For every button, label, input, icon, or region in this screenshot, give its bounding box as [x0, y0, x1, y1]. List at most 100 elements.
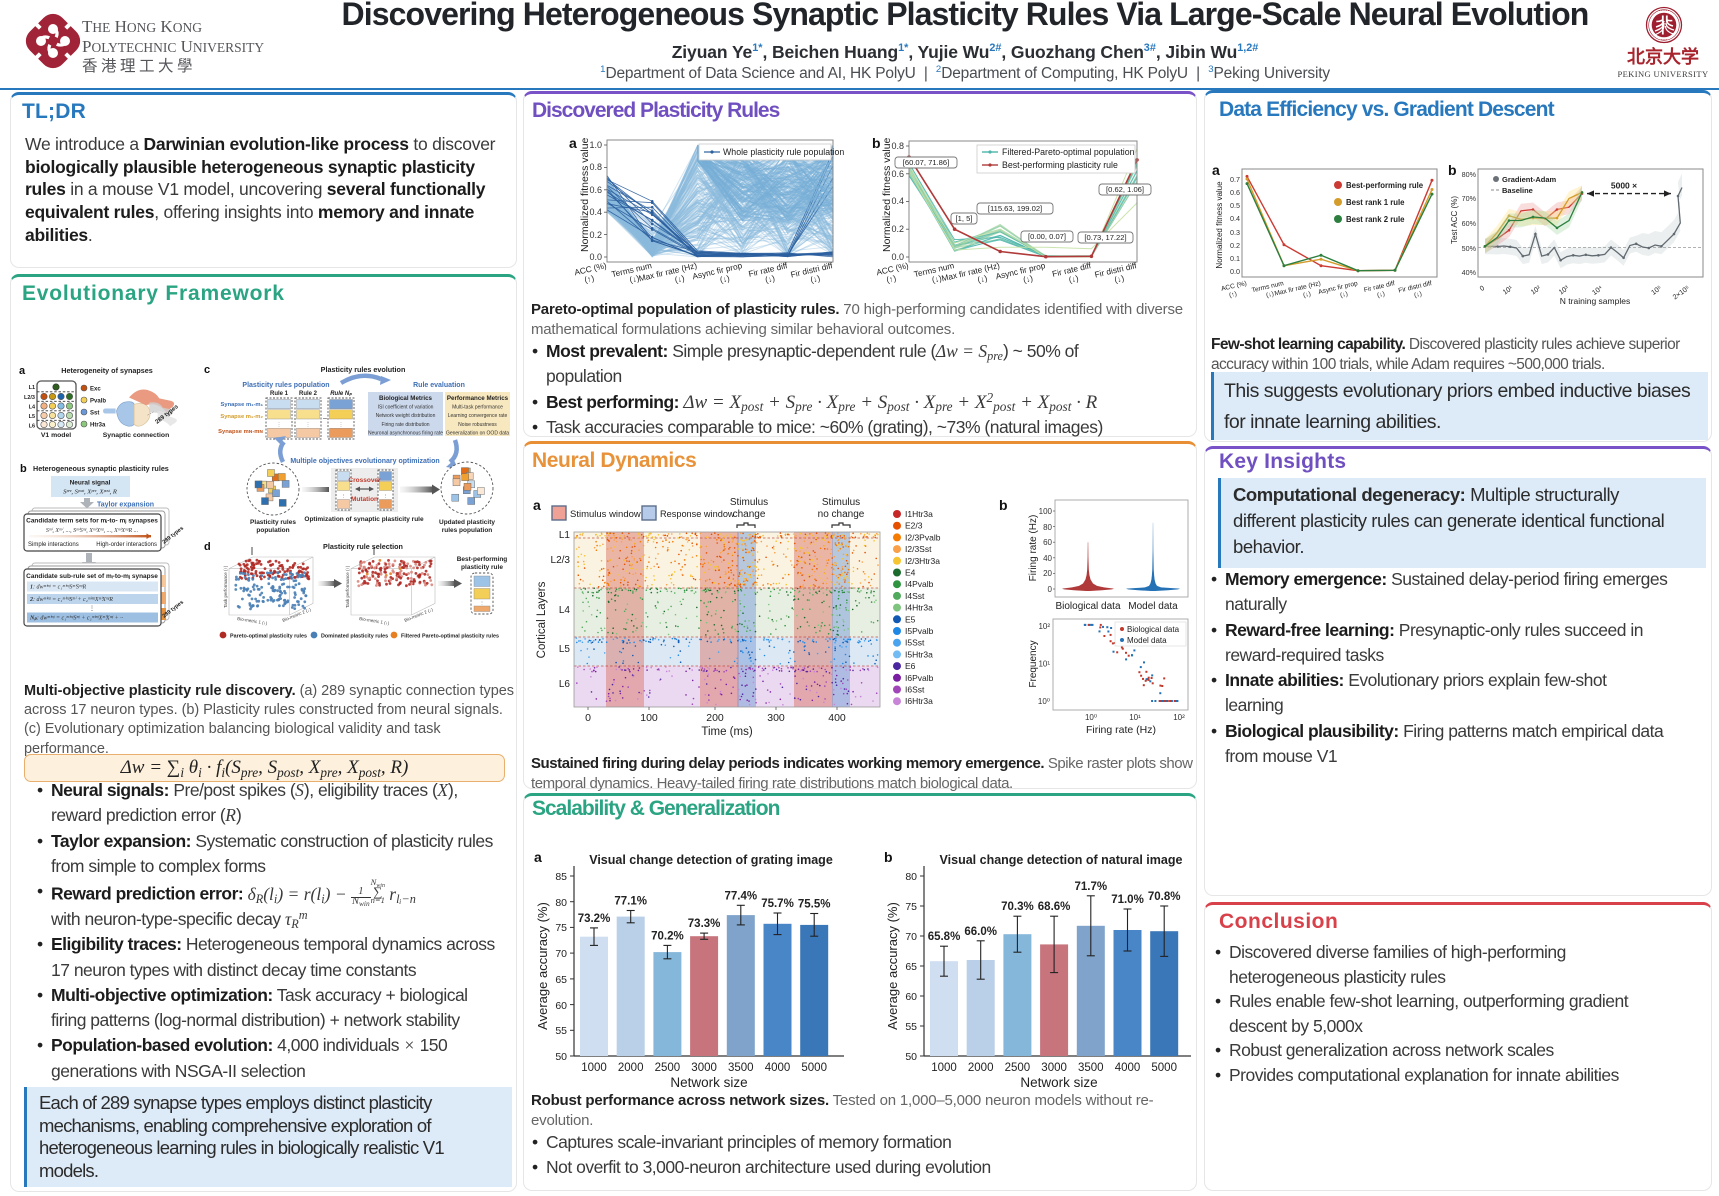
- svg-text:Visual change detection of nat: Visual change detection of natural image: [940, 853, 1183, 867]
- svg-text:2×10⁵: 2×10⁵: [1672, 285, 1691, 301]
- svg-text:I6Pvalb: I6Pvalb: [905, 673, 934, 683]
- svg-text:北京大学: 北京大学: [1627, 46, 1699, 67]
- svg-text:change: change: [733, 509, 766, 520]
- svg-text:Updated plasticity: Updated plasticity: [439, 519, 495, 526]
- svg-text:–: –: [323, 415, 327, 422]
- svg-text:60: 60: [1043, 538, 1052, 547]
- svg-text:(↓): (↓): [1068, 273, 1080, 285]
- svg-text:80%: 80%: [1462, 170, 1477, 179]
- svg-text:80: 80: [905, 871, 917, 883]
- svg-text:Async fir prop: Async fir prop: [691, 260, 743, 281]
- svg-text:Sst: Sst: [90, 411, 99, 417]
- svg-text:d: d: [204, 541, 211, 553]
- svg-text:3000: 3000: [1041, 1062, 1067, 1074]
- svg-text:0: 0: [585, 712, 591, 724]
- svg-text:Time (ms): Time (ms): [701, 726, 752, 738]
- svg-text:(↓): (↓): [719, 273, 731, 285]
- svg-text:1.0: 1.0: [589, 140, 602, 150]
- svg-text:10¹: 10¹: [1038, 660, 1050, 669]
- svg-text:Normalized fitness value: Normalized fitness value: [579, 137, 591, 252]
- svg-text:E2/3: E2/3: [905, 521, 923, 531]
- svg-text:rules population: rules population: [442, 527, 493, 534]
- svg-text:V1 model: V1 model: [41, 432, 71, 439]
- svg-text:50: 50: [905, 1051, 917, 1063]
- svg-text:(↓): (↓): [1022, 273, 1034, 285]
- svg-text:300: 300: [767, 712, 785, 724]
- svg-text:20: 20: [1043, 569, 1052, 578]
- svg-text:I2/3Htr3a: I2/3Htr3a: [905, 556, 940, 566]
- svg-text:70: 70: [905, 931, 917, 943]
- svg-text:Exc: Exc: [90, 387, 101, 393]
- svg-text:10¹: 10¹: [1502, 285, 1515, 297]
- svg-text:Htr3a: Htr3a: [90, 423, 106, 429]
- svg-text:55: 55: [905, 1021, 917, 1033]
- svg-text:70.2%: 70.2%: [651, 930, 684, 942]
- svg-text:2500: 2500: [655, 1062, 681, 1074]
- svg-text:0.0: 0.0: [891, 252, 904, 262]
- svg-text:70.3%: 70.3%: [1001, 901, 1034, 913]
- svg-text:10¹: 10¹: [1129, 713, 1141, 722]
- svg-text:Plasticity rules evolution: Plasticity rules evolution: [321, 365, 406, 374]
- svg-text:⋮: ⋮: [306, 422, 311, 428]
- svg-text:b: b: [1448, 162, 1457, 178]
- svg-text:40%: 40%: [1462, 268, 1477, 277]
- svg-text:10⁰: 10⁰: [1085, 713, 1097, 722]
- svg-text:10²: 10²: [1530, 285, 1543, 297]
- svg-text:⋮: ⋮: [480, 601, 485, 607]
- svg-text:5000 ×: 5000 ×: [1611, 181, 1637, 191]
- svg-text:2500: 2500: [1005, 1062, 1031, 1074]
- svg-text:Learning convergence rate: Learning convergence rate: [448, 413, 508, 419]
- svg-text:Pvalb: Pvalb: [90, 399, 106, 405]
- svg-text:香港理工大學: 香港理工大學: [82, 56, 196, 75]
- svg-text:E5: E5: [905, 614, 916, 624]
- svg-text:PEKING UNIVERSITY: PEKING UNIVERSITY: [1618, 69, 1708, 79]
- svg-text:75.5%: 75.5%: [798, 899, 831, 911]
- svg-text:L4: L4: [29, 405, 36, 411]
- svg-text:POLYTECHNIC UNIVERSITY: POLYTECHNIC UNIVERSITY: [82, 37, 264, 56]
- svg-text:Heterogeneity of synapses: Heterogeneity of synapses: [61, 366, 152, 375]
- svg-text:0.1: 0.1: [1230, 254, 1240, 263]
- svg-text:⋮: ⋮: [383, 493, 388, 499]
- svg-text:[60.07, 71.86]: [60.07, 71.86]: [903, 158, 949, 167]
- svg-text:Gradient-Adam: Gradient-Adam: [1502, 175, 1557, 184]
- svg-text:c: c: [204, 364, 210, 376]
- svg-text:75.7%: 75.7%: [761, 898, 794, 910]
- svg-text:L5: L5: [559, 644, 571, 655]
- svg-text:Optimization of synaptic plast: Optimization of synaptic plasticity rule: [304, 516, 424, 523]
- svg-text:High-order interactions: High-order interactions: [96, 542, 157, 548]
- svg-text:Candidate term sets for mᵢ-to-: Candidate term sets for mᵢ-to- mⱼ synaps…: [26, 518, 158, 525]
- svg-text:Bio-metric 1 (↓): Bio-metric 1 (↓): [237, 616, 268, 626]
- svg-text:Heterogeneous synaptic plastic: Heterogeneous synaptic plasticity rules: [33, 464, 169, 473]
- svg-text:Best rank 1 rule: Best rank 1 rule: [1346, 198, 1405, 207]
- svg-text:0.0: 0.0: [1230, 267, 1240, 276]
- svg-text:Model data: Model data: [1127, 636, 1167, 645]
- svg-text:Multiple objectives evolutiona: Multiple objectives evolutionary optimiz…: [290, 458, 439, 465]
- svg-text:0.3: 0.3: [1230, 228, 1240, 237]
- svg-text:4000: 4000: [1115, 1062, 1141, 1074]
- svg-text:Stimulus: Stimulus: [822, 497, 860, 508]
- svg-text:I1Htr3a: I1Htr3a: [905, 509, 933, 519]
- svg-text:⋮: ⋮: [277, 422, 282, 428]
- svg-text:66.0%: 66.0%: [964, 926, 997, 938]
- svg-text:Network weight distribution: Network weight distribution: [376, 413, 436, 419]
- svg-text:200: 200: [706, 712, 724, 724]
- svg-text:Biological data: Biological data: [1055, 601, 1120, 612]
- svg-text:I2/3Pvalb: I2/3Pvalb: [905, 532, 941, 542]
- svg-text:Synapse m₁-m₂: Synapse m₁-m₂: [220, 414, 263, 420]
- svg-text:Biological data: Biological data: [1127, 625, 1180, 634]
- svg-text:Generalization on OOD data: Generalization on OOD data: [446, 431, 509, 437]
- svg-text:0.6: 0.6: [1230, 188, 1240, 197]
- svg-text:[115.63, 199.02]: [115.63, 199.02]: [988, 204, 1042, 213]
- svg-text:77.1%: 77.1%: [614, 896, 647, 908]
- svg-text:75: 75: [905, 901, 917, 913]
- svg-text:Visual change detection of gra: Visual change detection of grating image: [589, 853, 833, 867]
- svg-text:0.2: 0.2: [1230, 241, 1240, 250]
- svg-text:10³: 10³: [1558, 285, 1571, 297]
- svg-text:Bio-metric 1 (↓): Bio-metric 1 (↓): [359, 616, 390, 626]
- svg-text:a: a: [569, 135, 577, 151]
- svg-text:Rule 1: Rule 1: [270, 391, 289, 397]
- svg-text:5000: 5000: [801, 1062, 827, 1074]
- svg-text:N training samples: N training samples: [1560, 296, 1630, 306]
- svg-text:0.4: 0.4: [891, 196, 904, 206]
- svg-text:Neural signal: Neural signal: [70, 480, 111, 487]
